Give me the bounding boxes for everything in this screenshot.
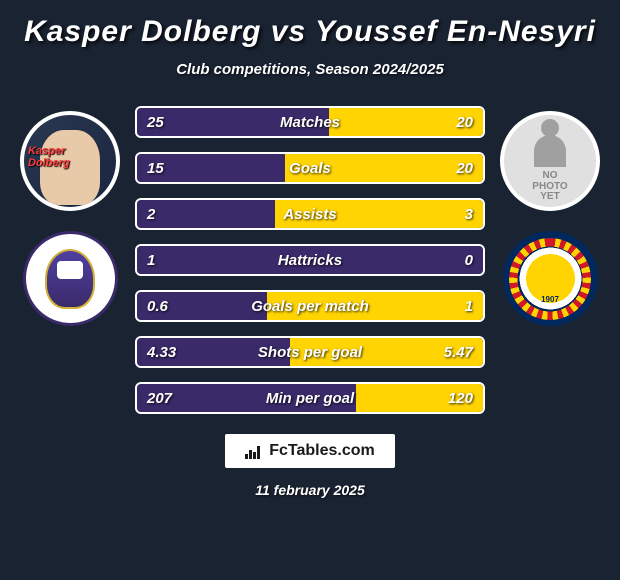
club-stripes: [509, 238, 591, 320]
club-crest-shape: [45, 249, 95, 309]
stat-label: Hattricks: [137, 252, 483, 269]
avatar-name-overlay: KasperDolberg: [28, 145, 70, 169]
left-club-badge: [23, 231, 118, 326]
stat-label: Matches: [137, 114, 483, 131]
date-text: 11 february 2025: [255, 482, 364, 498]
stat-label: Goals: [137, 160, 483, 177]
stat-row: 2520Matches: [135, 106, 485, 138]
stat-row: 1520Goals: [135, 152, 485, 184]
footer: FcTables.com 11 february 2025: [0, 434, 620, 498]
silhouette-icon: [530, 119, 570, 167]
stat-row: 4.335.47Shots per goal: [135, 336, 485, 368]
stat-label: Shots per goal: [137, 344, 483, 361]
stat-label: Assists: [137, 206, 483, 223]
no-photo-text: NOPHOTOYET: [532, 171, 567, 203]
stat-row: 0.61Goals per match: [135, 290, 485, 322]
stat-label: Min per goal: [137, 390, 483, 407]
left-player-column: KasperDolberg: [5, 106, 135, 326]
right-club-badge: 1907: [503, 231, 598, 326]
content-row: KasperDolberg 2520Matches 1520Goals 23Assi…: [0, 106, 620, 414]
page-subtitle: Club competitions, Season 2024/2025: [0, 61, 620, 78]
brand-badge: FcTables.com: [225, 434, 395, 468]
comparison-card: Kasper Dolberg vs Youssef En-Nesyri Club…: [0, 0, 620, 580]
stat-label: Goals per match: [137, 298, 483, 315]
left-player-avatar: KasperDolberg: [20, 111, 120, 211]
brand-text: FcTables.com: [269, 442, 375, 460]
club-year: 1907: [541, 295, 559, 304]
stat-row: 207120Min per goal: [135, 382, 485, 414]
bars-icon: [245, 443, 263, 459]
stat-bars: 2520Matches 1520Goals 23Assists 10Hattricks…: [135, 106, 485, 414]
page-title: Kasper Dolberg vs Youssef En-Nesyri: [0, 15, 620, 49]
right-player-avatar: NOPHOTOYET: [500, 111, 600, 211]
stat-row: 10Hattricks: [135, 244, 485, 276]
stat-row: 23Assists: [135, 198, 485, 230]
right-player-column: NOPHOTOYET 1907: [485, 106, 615, 326]
